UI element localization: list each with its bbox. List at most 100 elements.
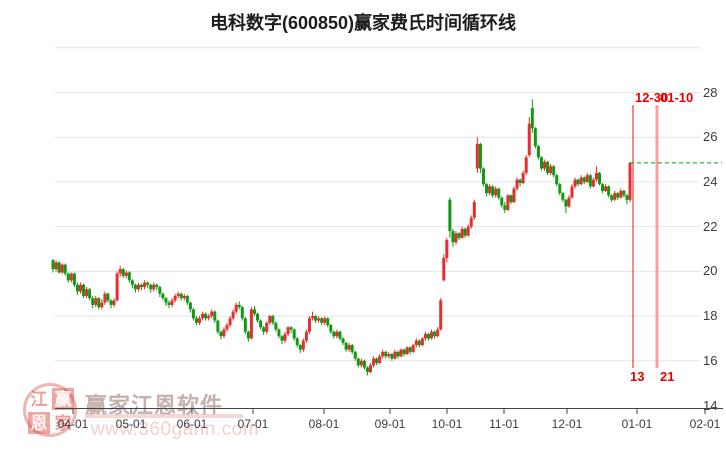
candle-up (100, 302, 104, 308)
candle-up (445, 240, 449, 258)
candle-up (420, 338, 424, 346)
candle-down (481, 168, 485, 185)
candle-up (323, 318, 327, 323)
candle-down (72, 273, 76, 285)
candle-up (460, 228, 464, 238)
candle-down (408, 347, 412, 352)
candle-down (402, 349, 406, 355)
candle-up (231, 311, 235, 319)
candle-down (536, 146, 540, 158)
watermark-url: www.360gann.com (91, 419, 260, 440)
candle-up (469, 217, 473, 227)
candle-up (570, 186, 574, 198)
candle-up (234, 304, 238, 312)
chart-title: 电科数字(600850)赢家费氏时间循环线 (209, 13, 517, 33)
candle-up (594, 172, 598, 180)
candle-down (433, 331, 437, 337)
candle-up (436, 329, 440, 337)
candle-up (225, 325, 229, 330)
candle-down (246, 331, 250, 339)
candle-down (164, 298, 168, 303)
candle-down (213, 311, 217, 321)
candle-up (94, 298, 98, 305)
x-axis-label: 05-01 (115, 417, 147, 431)
candle-up (210, 311, 214, 317)
candle-down (448, 199, 452, 232)
candle-up (69, 273, 73, 281)
candle-down (219, 331, 223, 337)
x-axis-label: 10-01 (431, 417, 463, 431)
candle-down (457, 233, 461, 238)
candle-down (561, 193, 565, 200)
candle-down (161, 293, 165, 299)
candle-down (75, 284, 79, 292)
candle-down (237, 304, 241, 308)
candle-up (176, 293, 180, 296)
x-axis-label: 06-01 (176, 417, 208, 431)
candle-down (365, 367, 369, 372)
candle-down (497, 188, 501, 198)
candle-down (274, 322, 278, 330)
candle-down (88, 289, 92, 299)
candle-up (549, 166, 553, 173)
candle-up (442, 257, 446, 281)
candle-down (167, 302, 171, 305)
candle-down (597, 172, 601, 185)
candle-down (518, 179, 522, 184)
candle-up (228, 318, 232, 326)
candle-down (329, 325, 333, 332)
candle-down (539, 157, 543, 169)
candle-up (207, 316, 211, 319)
candle-up (472, 202, 476, 218)
candle-down (607, 186, 611, 196)
candle-down (344, 342, 348, 350)
candle-up (198, 318, 202, 323)
candle-down (509, 195, 513, 203)
candle-up (512, 188, 516, 203)
candle-up (628, 162, 632, 200)
candle-up (506, 195, 510, 210)
candle-up (310, 316, 314, 319)
candle-up (414, 340, 418, 346)
candle-down (576, 179, 580, 185)
y-axis-label: 14 (703, 397, 718, 413)
candle-up (112, 300, 116, 305)
candle-down (292, 329, 296, 339)
candle-up (222, 329, 226, 337)
candle-down (588, 175, 592, 187)
candle-up (579, 177, 583, 185)
y-axis-label: 28 (703, 84, 718, 100)
candle-up (585, 175, 589, 182)
x-axis-label: 04-01 (57, 417, 89, 431)
candle-down (191, 309, 195, 319)
candle-up (369, 365, 373, 372)
y-axis-label: 20 (703, 263, 718, 279)
candle-up (399, 349, 403, 357)
candle-down (277, 329, 281, 337)
candle-up (115, 273, 119, 301)
candle-up (466, 226, 470, 236)
candle-down (417, 340, 421, 346)
candle-down (582, 177, 586, 182)
candle-down (341, 338, 345, 343)
candle-down (552, 166, 556, 176)
candle-down (555, 175, 559, 185)
candle-up (359, 360, 363, 366)
candle-down (625, 195, 629, 200)
candle-down (610, 195, 614, 200)
candle-up (411, 345, 415, 352)
candle-down (194, 318, 198, 323)
candle-down (622, 190, 626, 196)
candle-down (289, 327, 293, 330)
candle-down (91, 298, 95, 305)
candle-down (158, 287, 162, 294)
candle-up (521, 172, 525, 184)
y-axis-label: 16 (703, 352, 718, 368)
x-axis-label: 11-01 (489, 417, 519, 431)
candle-up (573, 179, 577, 187)
candle-down (149, 284, 153, 290)
candle-up (454, 233, 458, 243)
y-axis-label: 22 (703, 218, 718, 234)
candle-down (390, 354, 394, 359)
